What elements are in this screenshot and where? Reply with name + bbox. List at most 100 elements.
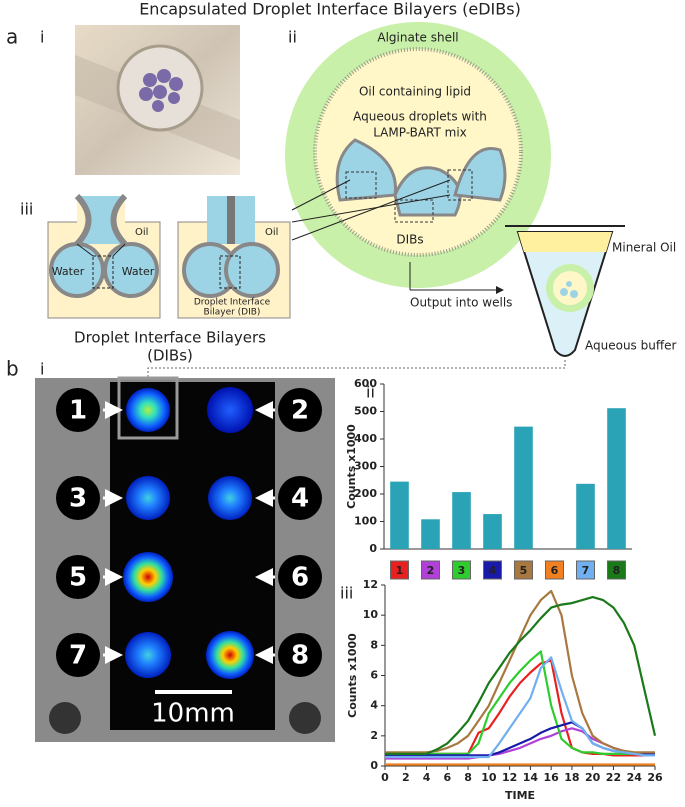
- bar: [607, 408, 626, 549]
- x-tick-label: 4: [423, 771, 431, 784]
- dotted-link: [147, 360, 566, 378]
- y-tick-label: 300: [354, 460, 377, 473]
- well-label: 5: [69, 563, 87, 593]
- y-tick-label: 200: [354, 487, 377, 500]
- label: Output into wells: [410, 296, 512, 310]
- category-swatch: [545, 560, 564, 580]
- label: Oil: [265, 227, 278, 238]
- bar: [452, 492, 471, 549]
- category-swatch: [483, 560, 502, 580]
- category-swatch: [514, 560, 533, 580]
- y-tick-label: 12: [363, 578, 378, 591]
- label: Mineral Oil: [612, 241, 676, 255]
- x-tick-label: 6: [443, 771, 451, 784]
- y-axis-label: Counts x1000: [345, 424, 358, 509]
- x-tick-label: 7: [582, 564, 590, 577]
- bar: [483, 514, 502, 549]
- panel-label: a: [6, 25, 18, 49]
- label: Alginate shell: [377, 31, 458, 45]
- x-tick-label: 8: [464, 771, 472, 784]
- x-tick-label: 2: [402, 771, 410, 784]
- y-tick-label: 600: [354, 377, 377, 390]
- y-tick-label: 500: [354, 405, 377, 418]
- y-tick-label: 4: [370, 699, 378, 712]
- label: Oil containing lipid: [359, 85, 471, 99]
- bar: [576, 483, 595, 549]
- panel-label: b: [6, 357, 19, 381]
- line-series: [385, 656, 655, 759]
- line-series: [385, 650, 655, 755]
- well-label: 1: [69, 396, 87, 426]
- line-series: [385, 659, 655, 757]
- category-swatch: [452, 560, 471, 580]
- well-label: 8: [291, 641, 309, 671]
- well-label: 2: [291, 396, 309, 426]
- x-tick-label: 18: [564, 771, 579, 784]
- category-swatch: [421, 560, 440, 580]
- bar: [514, 426, 533, 549]
- label: LAMP-BART mix: [373, 126, 467, 140]
- capsule-schematic: Alginate shell Oil containing lipid Aque…: [285, 22, 551, 288]
- x-tick-label: 24: [627, 771, 643, 784]
- x-tick-label: 2: [427, 564, 435, 577]
- y-tick-label: 400: [354, 432, 377, 445]
- x-tick-label: 4: [489, 564, 497, 577]
- x-tick-label: 3: [458, 564, 466, 577]
- x-tick-label: 16: [543, 771, 559, 784]
- label: Water: [122, 265, 155, 278]
- category-swatch: [390, 560, 409, 580]
- panel-label: ii: [366, 383, 375, 402]
- label: Oil: [135, 227, 148, 238]
- x-tick-label: 20: [585, 771, 601, 784]
- panel-label: iii: [340, 584, 353, 603]
- panel-label: ii: [288, 28, 297, 47]
- y-axis-label: Counts x1000: [346, 633, 359, 718]
- bar: [390, 481, 409, 549]
- label: Droplet Interface Bilayers: [74, 329, 266, 347]
- y-tick-label: 100: [354, 515, 377, 528]
- dib-schematic: Oil Oil Water Water Droplet Interface Bi…: [47, 193, 291, 365]
- label: DIBs: [396, 233, 423, 247]
- y-tick-label: 2: [370, 729, 378, 742]
- x-tick-label: 14: [523, 771, 539, 784]
- category-swatch: [607, 560, 626, 580]
- x-tick-label: 12: [502, 771, 517, 784]
- photo-wells: [35, 376, 335, 742]
- x-tick-label: 26: [647, 771, 663, 784]
- x-tick-label: 10: [481, 771, 497, 784]
- panel-label: iii: [20, 200, 33, 219]
- well-label: 6: [291, 563, 309, 593]
- tube: [505, 225, 625, 357]
- well-label: 7: [69, 641, 87, 671]
- category-swatch: [576, 560, 595, 580]
- label: Water: [52, 265, 85, 278]
- x-tick-label: 1: [396, 564, 404, 577]
- y-tick-label: 0: [369, 542, 377, 555]
- photo-capsule: [75, 25, 240, 175]
- label: (DIBs): [147, 347, 193, 365]
- x-axis-label: TIME: [505, 789, 535, 802]
- scale-label: 10mm: [151, 699, 235, 729]
- x-tick-label: 5: [520, 564, 528, 577]
- line-series: [385, 596, 657, 755]
- well-label: 3: [69, 484, 87, 514]
- y-tick-label: 10: [363, 608, 379, 621]
- y-tick-label: 6: [370, 669, 378, 682]
- panel-label: i: [40, 360, 44, 379]
- x-tick-label: 22: [606, 771, 621, 784]
- well-label: 4: [291, 484, 309, 514]
- panel-label: i: [40, 28, 44, 47]
- label: Bilayer (DIB): [204, 308, 261, 318]
- label: Aqueous droplets with: [353, 110, 487, 124]
- bar: [421, 519, 440, 549]
- x-tick-label: 6: [551, 564, 559, 577]
- y-tick-label: 8: [370, 638, 378, 651]
- y-tick-label: 0: [370, 759, 378, 772]
- figure-title: Encapsulated Droplet Interface Bilayers …: [139, 0, 521, 19]
- x-tick-label: 0: [381, 771, 389, 784]
- connector-lines: [291, 179, 504, 294]
- label: Aqueous buffer: [585, 339, 676, 353]
- label: Droplet Interface: [194, 298, 271, 308]
